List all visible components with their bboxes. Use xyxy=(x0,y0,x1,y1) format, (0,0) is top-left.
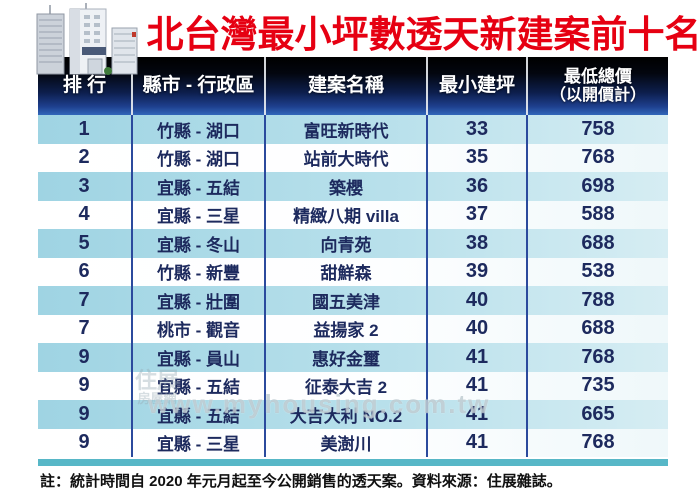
size-cell: 35 xyxy=(428,143,528,172)
rank-cell: 2 xyxy=(38,143,133,172)
size-cell: 41 xyxy=(428,400,528,429)
rank-cell: 1 xyxy=(38,115,133,144)
ranking-table: 排 行 縣市 - 行政區 建案名稱 最小建坪 最低總價 （以開價計） 1 竹縣 … xyxy=(38,57,668,457)
region-cell: 宜縣 - 冬山 xyxy=(133,229,266,258)
size-cell: 39 xyxy=(428,257,528,286)
price-cell: 768 xyxy=(581,431,615,454)
project-name-cell: 甜鮮森 xyxy=(266,257,428,286)
region-cell: 宜縣 - 壯圍 xyxy=(133,286,266,315)
project-name-cell: 益揚家 2 xyxy=(266,314,428,343)
size-cell: 41 xyxy=(428,428,528,457)
price-cell: 698 xyxy=(581,174,615,197)
price-cell: 768 xyxy=(581,345,615,368)
project-name-cell: 精緻八期 villa xyxy=(266,200,428,229)
table-bottom-bar xyxy=(38,459,668,466)
header-cell-size: 最小建坪 xyxy=(428,57,528,115)
footnote: 註：統計時間自 2020 年元月起至今公開銷售的透天案。資料來源：住展雜誌。 xyxy=(40,473,562,490)
price-cell: 538 xyxy=(581,260,615,283)
price-cell: 758 xyxy=(581,117,615,140)
price-cell: 768 xyxy=(581,146,615,169)
table-row: 5 宜縣 - 冬山 向青苑 38 688 xyxy=(38,229,668,258)
rank-cell: 3 xyxy=(38,172,133,201)
size-cell: 33 xyxy=(428,115,528,144)
rank-cell: 4 xyxy=(38,200,133,229)
table-row: 4 宜縣 - 三星 精緻八期 villa 37 588 xyxy=(38,200,668,229)
header-cell-price: 最低總價 （以開價計） xyxy=(528,57,668,115)
price-cell: 588 xyxy=(581,203,615,226)
size-cell: 38 xyxy=(428,229,528,258)
rank-cell: 9 xyxy=(38,400,133,429)
size-cell: 40 xyxy=(428,314,528,343)
page-title: 北台灣最小坪數透天新建案前十名 xyxy=(146,14,700,55)
rank-cell: 5 xyxy=(38,229,133,258)
region-cell: 宜縣 - 三星 xyxy=(133,428,266,457)
rank-cell: 7 xyxy=(38,314,133,343)
size-cell: 41 xyxy=(428,343,528,372)
table-row: 7 宜縣 - 壯圍 國五美津 40 788 xyxy=(38,286,668,315)
table-row: 2 竹縣 - 湖口 站前大時代 35 768 xyxy=(38,143,668,172)
project-name-cell: 國五美津 xyxy=(266,286,428,315)
table-header-row: 排 行 縣市 - 行政區 建案名稱 最小建坪 最低總價 （以開價計） xyxy=(38,57,668,115)
region-cell: 竹縣 - 湖口 xyxy=(133,143,266,172)
table-body: 1 竹縣 - 湖口 富旺新時代 33 758 2 竹縣 - 湖口 站前大時代 3… xyxy=(38,115,668,457)
table-row: 9 宜縣 - 員山 惠好金璽 41 768 xyxy=(38,343,668,372)
region-cell: 竹縣 - 新豐 xyxy=(133,257,266,286)
project-name-cell: 站前大時代 xyxy=(266,143,428,172)
size-cell: 37 xyxy=(428,200,528,229)
header-cell-rank: 排 行 xyxy=(38,57,133,115)
project-name-cell: 美澍川 xyxy=(266,428,428,457)
project-name-cell: 惠好金璽 xyxy=(266,343,428,372)
size-cell: 40 xyxy=(428,286,528,315)
price-cell: 788 xyxy=(581,288,615,311)
size-cell: 36 xyxy=(428,172,528,201)
header-price-line1: 最低總價 xyxy=(564,67,632,87)
table-row: 9 宜縣 - 五結 征泰大吉 2 41 735 xyxy=(38,371,668,400)
rank-cell: 6 xyxy=(38,257,133,286)
table-row: 9 宜縣 - 三星 美澍川 41 768 xyxy=(38,428,668,457)
region-cell: 桃市 - 觀音 xyxy=(133,314,266,343)
table-row: 7 桃市 - 觀音 益揚家 2 40 688 xyxy=(38,314,668,343)
price-cell: 688 xyxy=(581,231,615,254)
table-row: 3 宜縣 - 五結 築櫻 36 698 xyxy=(38,172,668,201)
project-name-cell: 富旺新時代 xyxy=(266,115,428,144)
price-cell: 688 xyxy=(581,317,615,340)
rank-cell: 7 xyxy=(38,286,133,315)
price-cell: 665 xyxy=(581,402,615,425)
project-name-cell: 築櫻 xyxy=(266,172,428,201)
rank-cell: 9 xyxy=(38,371,133,400)
rank-cell: 9 xyxy=(38,428,133,457)
region-cell: 竹縣 - 湖口 xyxy=(133,115,266,144)
region-cell: 宜縣 - 三星 xyxy=(133,200,266,229)
project-name-cell: 征泰大吉 2 xyxy=(266,371,428,400)
price-cell: 735 xyxy=(581,374,615,397)
table-row: 9 宜縣 - 五結 大吉大利 NO.2 41 665 xyxy=(38,400,668,429)
size-cell: 41 xyxy=(428,371,528,400)
buildings-icon xyxy=(36,3,138,75)
header-cell-name: 建案名稱 xyxy=(266,57,428,115)
region-cell: 宜縣 - 五結 xyxy=(133,172,266,201)
table-row: 1 竹縣 - 湖口 富旺新時代 33 758 xyxy=(38,115,668,144)
region-cell: 宜縣 - 員山 xyxy=(133,343,266,372)
region-cell: 宜縣 - 五結 xyxy=(133,371,266,400)
project-name-cell: 向青苑 xyxy=(266,229,428,258)
rank-cell: 9 xyxy=(38,343,133,372)
project-name-cell: 大吉大利 NO.2 xyxy=(266,400,428,429)
header-cell-region: 縣市 - 行政區 xyxy=(133,57,266,115)
header-price-line2: （以開價計） xyxy=(549,86,646,104)
table-row: 6 竹縣 - 新豐 甜鮮森 39 538 xyxy=(38,257,668,286)
region-cell: 宜縣 - 五結 xyxy=(133,400,266,429)
